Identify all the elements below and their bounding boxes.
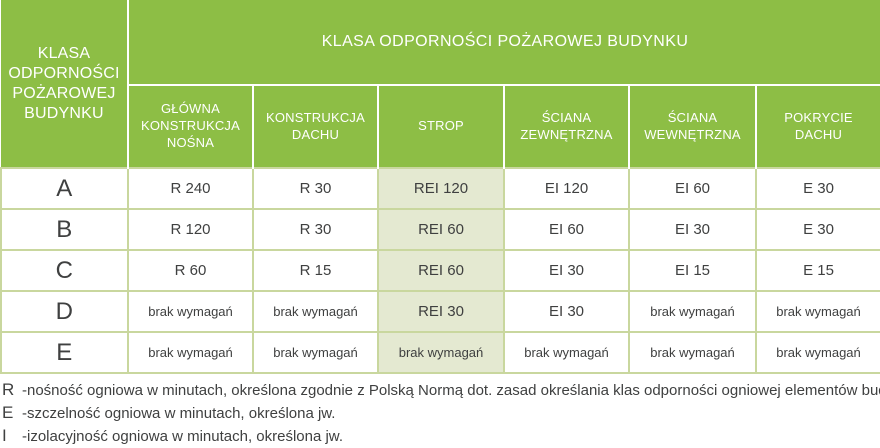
table-cell: EI 60: [503, 208, 630, 251]
table-cell: EI 30: [503, 290, 630, 333]
col-header-sciana-zewnetrzna: ŚCIANA ZEWNĘTRZNA: [503, 85, 629, 168]
table-cell: brak wymagań: [503, 331, 630, 374]
row-class-label: C: [0, 249, 129, 292]
table-cell: EI 30: [628, 208, 757, 251]
table-title-header: KLASA ODPORNOŚCI POŻAROWEJ BUDYNKU: [128, 0, 880, 86]
table-cell: E 15: [755, 249, 880, 292]
table-cell: brak wymagań: [252, 290, 379, 333]
row-class-label: B: [0, 208, 129, 251]
table-cell: R 15: [252, 249, 379, 292]
col-header-glowna-konstrukcja-nosna: GŁÓWNA KONSTRUKCJA NOŚNA: [127, 85, 253, 168]
legend-symbol: I: [2, 426, 7, 445]
table-cell-strop: brak wymagań: [377, 331, 505, 374]
table-cell: EI 30: [503, 249, 630, 292]
legend-text: -nośność ogniowa w minutach, określona z…: [22, 382, 880, 399]
table-cell: brak wymagań: [755, 290, 880, 333]
table-cell: E 30: [755, 167, 880, 210]
col-header-strop: STROP: [377, 85, 504, 168]
row-class-label: A: [0, 167, 129, 210]
table-cell: brak wymagań: [127, 290, 254, 333]
table-cell: R 60: [127, 249, 254, 292]
row-class-label: D: [0, 290, 129, 333]
legend-line-r: R -nośność ogniowa w minutach, określona…: [2, 379, 880, 402]
table-cell: EI 120: [503, 167, 630, 210]
row-class-label: E: [0, 331, 129, 374]
table-cell: brak wymagań: [252, 331, 379, 374]
legend: R -nośność ogniowa w minutach, określona…: [0, 374, 880, 448]
legend-text: -szczelność ogniowa w minutach, określon…: [22, 405, 336, 422]
table-cell: brak wymagań: [628, 290, 757, 333]
table-cell: EI 15: [628, 249, 757, 292]
legend-symbol: R: [2, 380, 15, 399]
col-header-sciana-wewnetrzna: ŚCIANA WEWNĘTRZNA: [628, 85, 756, 168]
table-cell: brak wymagań: [755, 331, 880, 374]
table-cell: brak wymagań: [628, 331, 757, 374]
table-row-d: D brak wymagań brak wymagań REI 30 EI 30…: [0, 290, 880, 333]
table-cell: R 240: [127, 167, 254, 210]
table-cell: E 30: [755, 208, 880, 251]
table-cell: R 30: [252, 167, 379, 210]
table-cell-strop: REI 30: [377, 290, 505, 333]
legend-line-e: E -szczelność ogniowa w minutach, określ…: [2, 402, 880, 425]
fire-resistance-table: KLASA ODPORNOŚCI POŻAROWEJ BUDYNKU KLASA…: [0, 0, 880, 374]
table-row-b: B R 120 R 30 REI 60 EI 60 EI 30 E 30: [0, 208, 880, 251]
table-cell-strop: REI 60: [377, 208, 505, 251]
table-cell: R 120: [127, 208, 254, 251]
table-cell-strop: REI 60: [377, 249, 505, 292]
table-row-a: A R 240 R 30 REI 120 EI 120 EI 60 E 30: [0, 167, 880, 210]
table-cell: EI 60: [628, 167, 757, 210]
col-header-pokrycie-dachu: POKRYCIE DACHU: [755, 85, 880, 168]
table-row-c: C R 60 R 15 REI 60 EI 30 EI 15 E 15: [0, 249, 880, 292]
table-cell-strop: REI 120: [377, 167, 505, 210]
table-cell: brak wymagań: [127, 331, 254, 374]
legend-text: -izolacyjność ogniowa w minutach, określ…: [22, 428, 343, 445]
col-header-konstrukcja-dachu: KONSTRUKCJA DACHU: [252, 85, 378, 168]
corner-header: KLASA ODPORNOŚCI POŻAROWEJ BUDYNKU: [1, 0, 129, 168]
legend-line-i: I -izolacyjność ogniowa w minutach, okre…: [2, 425, 880, 448]
table-row-e: E brak wymagań brak wymagań brak wymagań…: [0, 331, 880, 374]
table-cell: R 30: [252, 208, 379, 251]
legend-symbol: E: [2, 403, 14, 422]
